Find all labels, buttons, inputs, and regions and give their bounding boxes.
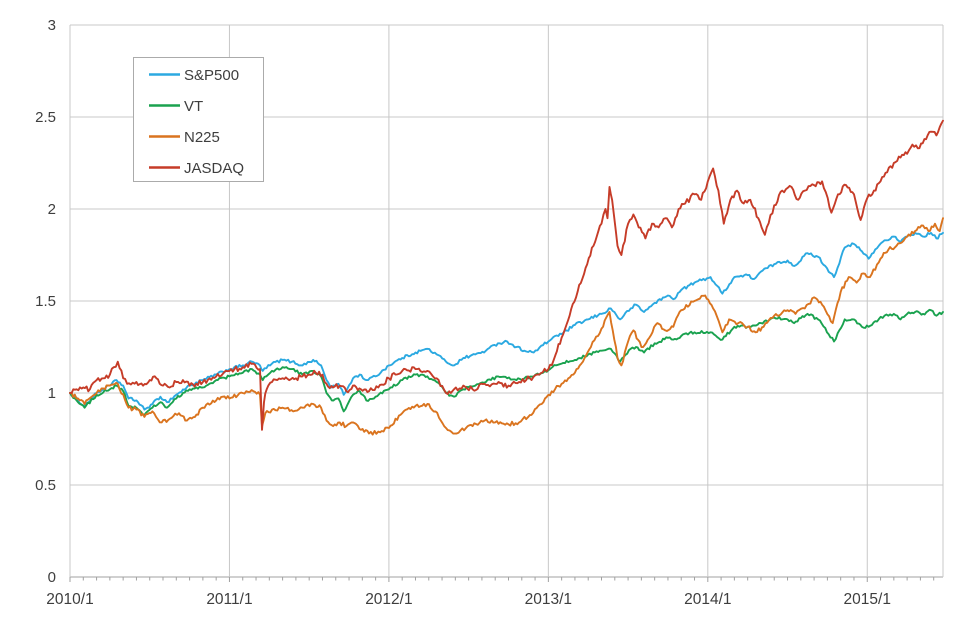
x-tick-label: 2014/1 <box>684 591 731 608</box>
x-tick-label: 2015/1 <box>844 591 891 608</box>
series-line-jasdaq <box>69 119 944 431</box>
y-tick-label: 0 <box>48 569 56 586</box>
legend: S&P500 VT N225 JASDAQ <box>133 57 264 182</box>
series-line-vt <box>69 308 944 417</box>
x-axis-ticks <box>69 577 935 582</box>
x-tick-label: 2010/1 <box>46 591 93 608</box>
y-tick-label: 0.5 <box>35 477 56 494</box>
y-tick-label: 3 <box>48 17 56 34</box>
legend-label-vt: VT <box>184 98 203 115</box>
y-tick-label: 2.5 <box>35 109 56 126</box>
legend-label-sp500: S&P500 <box>184 67 239 84</box>
y-tick-label: 1.5 <box>35 293 56 310</box>
legend-item-n225: N225 <box>149 129 220 146</box>
y-tick-label: 2 <box>48 201 56 218</box>
series-line-sp500 <box>69 231 944 411</box>
x-tick-label: 2012/1 <box>365 591 412 608</box>
x-gridlines <box>69 25 868 577</box>
y-tick-label: 1 <box>48 385 56 402</box>
series-line-n225 <box>69 217 944 436</box>
x-tick-label: 2013/1 <box>525 591 572 608</box>
y-axis-labels: 0 0.5 1 1.5 2 2.5 3 <box>35 17 56 586</box>
legend-label-n225: N225 <box>184 129 220 146</box>
legend-item-jasdaq: JASDAQ <box>149 160 244 177</box>
legend-item-vt: VT <box>149 98 203 115</box>
legend-label-jasdaq: JASDAQ <box>184 160 244 177</box>
x-axis-labels: 2010/1 2011/1 2012/1 2013/1 2014/1 2015/1 <box>46 591 891 608</box>
x-tick-label: 2011/1 <box>206 591 252 608</box>
legend-item-sp500: S&P500 <box>149 67 239 84</box>
legend-box <box>133 57 264 182</box>
